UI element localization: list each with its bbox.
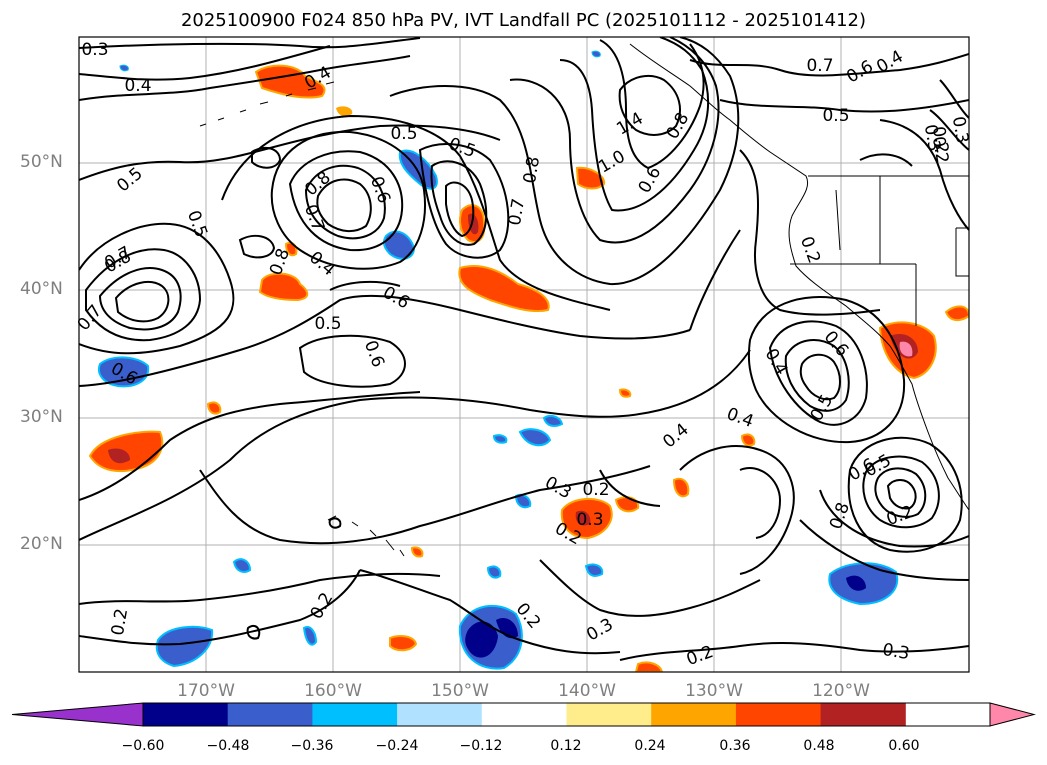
contour-label: 0.2 [928,125,952,155]
colorbar-tick-label: −0.24 [375,738,419,754]
contour-label: 0.3 [881,640,911,664]
coastlines [199,43,969,557]
contour-label: 0.2 [684,642,716,670]
contour-label: 0.4 [724,404,756,432]
contour-label: 0.2 [108,607,132,637]
contour-label: 0.5 [183,208,211,240]
contour-label: 0.8 [520,155,544,185]
contour-label: 0.8 [663,109,694,142]
colorbar-cell [143,703,229,726]
colorbar-cell [227,703,313,726]
colorbar-tick-label: 0.24 [634,738,666,754]
contour-label: 0.5 [113,164,147,197]
contour-label: 0.4 [305,248,339,281]
contour-label: 0.4 [124,76,151,96]
contour-label: 0.6 [379,283,412,314]
lon-label-160w: 160°W [304,681,362,701]
colorbar-tick-label: −0.36 [290,738,334,754]
colorbar-extend-low [11,702,144,727]
colorbar-cell [481,703,567,726]
contour-label: 0.6 [843,57,876,88]
contour-label: 0.5 [807,391,838,424]
lon-label-150w: 150°W [431,681,489,701]
contour-label: 0.4 [659,420,693,453]
contour-label: 0.5 [314,314,341,334]
map-frame [78,36,970,673]
colorbar-tick-label: 0.60 [888,738,920,754]
colorbar-cell [312,703,398,726]
contour-label: 1.4 [613,109,646,140]
contour-label: 0.2 [796,234,824,266]
lat-label-50n: 50°N [20,152,63,172]
colorbar-tick-label: 0.48 [803,738,835,754]
lat-label-30n: 30°N [20,407,63,427]
contour-label: 0.6 [360,338,388,370]
contour-label: 0.2 [928,135,952,165]
colorbar-cell [735,703,822,726]
contour-label: 0.3 [541,473,574,504]
colorbar-extend-high [989,702,1036,727]
map-title: 2025100900 F024 850 hPa PV, IVT Landfall… [180,10,867,31]
colorbar [11,702,1036,727]
colorbar-tick-label: 0.12 [550,738,582,754]
contour-label: 0.7 [300,202,328,234]
colorbar-cell [651,703,737,726]
colorbar-cell [397,703,483,726]
colorbar-tick-label: 0.36 [719,738,751,754]
contour-label: 0.7 [505,197,529,227]
contour-label: 0.2 [582,480,609,500]
lat-label-20n: 20°N [20,534,63,554]
lon-label-140w: 140°W [558,681,616,701]
lon-label-170w: 170°W [177,681,235,701]
colorbar-tick-label: −0.12 [459,738,503,754]
contour-label: 0.3 [920,123,944,153]
colorbar-cell [566,703,652,726]
contour-label: 1.0 [595,147,628,178]
pv-contours [79,37,969,661]
colorbar-tick-label: −0.48 [206,738,250,754]
lon-label-130w: 130°W [685,681,743,701]
contour-label: 0.3 [948,115,972,145]
contour-label: 0.5 [446,134,478,162]
contour-label: 0.5 [390,124,417,144]
contour-label: 0.3 [81,40,108,60]
contour-label: 0.3 [576,510,603,530]
colorbar-cell [820,703,906,726]
lon-label-120w: 120°W [812,681,870,701]
contour-label: 0.3 [583,615,616,646]
contour-label: 0.7 [806,56,833,76]
contour-label: 0.5 [822,106,849,126]
colorbar-tick-label: −0.60 [121,738,165,754]
pv-shading [88,50,969,672]
lat-label-40n: 40°N [20,279,63,299]
